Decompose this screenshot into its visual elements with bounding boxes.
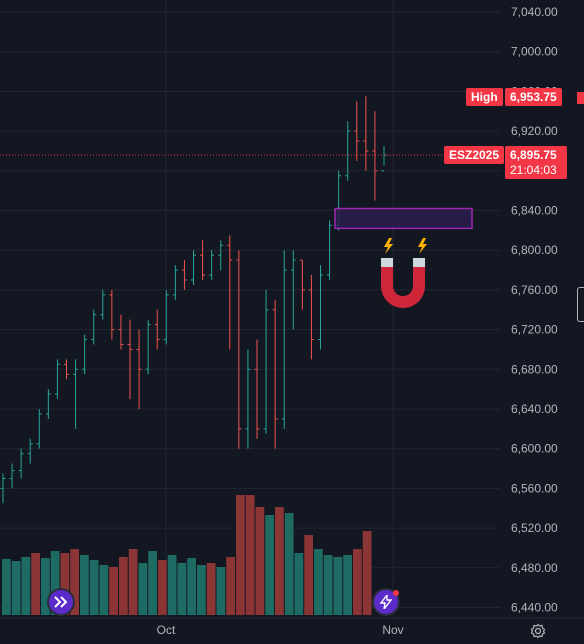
- volume-bar: [255, 507, 265, 615]
- candlesticks: [0, 96, 387, 504]
- price-tick-label: 6,920.00: [511, 124, 558, 138]
- fvg-rectangle: [334, 207, 473, 230]
- volume-bar: [216, 567, 226, 615]
- fast-forward-icon: [54, 596, 68, 608]
- volume-bar: [41, 558, 50, 615]
- volume-bar: [362, 531, 372, 615]
- volume-bar: [89, 560, 99, 615]
- volume-bar: [265, 515, 274, 615]
- volume-bar: [294, 553, 304, 615]
- replay-button[interactable]: [47, 588, 75, 616]
- time-axis[interactable]: Oct Nov: [157, 623, 404, 637]
- price-tick-label: 6,440.00: [511, 601, 558, 615]
- time-tick-label: Nov: [382, 623, 403, 637]
- notification-dot: [393, 590, 399, 596]
- volume-bar: [226, 557, 235, 615]
- volume-bar: [148, 551, 157, 615]
- fvg-zone[interactable]: [334, 207, 473, 230]
- volume-bar: [158, 560, 167, 615]
- volume-bar: [167, 555, 177, 615]
- volume-bar: [109, 567, 118, 615]
- volume-bar: [197, 565, 206, 615]
- price-tick-label: 6,760.00: [511, 283, 558, 297]
- volume-bar: [206, 563, 216, 615]
- high-value-badge: 6,953.75: [505, 88, 562, 106]
- volume-bar: [314, 549, 323, 615]
- volume-bar: [245, 495, 255, 615]
- time-tick-label: Oct: [157, 623, 176, 637]
- volume-bar: [31, 553, 40, 615]
- gear-icon: [530, 623, 546, 639]
- alert-button[interactable]: [372, 588, 400, 616]
- volume-bar: [80, 555, 89, 615]
- volume-bar: [2, 559, 11, 615]
- settings-button[interactable]: [529, 622, 547, 640]
- volume-bar: [11, 561, 21, 615]
- price-tick-label: 6,520.00: [511, 521, 558, 535]
- volume-bar: [177, 563, 187, 615]
- volume-bar: [333, 557, 343, 615]
- volume-bar: [236, 495, 245, 615]
- volume-bars: [2, 495, 372, 615]
- high-label-badge: High: [466, 88, 503, 106]
- price-tick-label: 7,000.00: [511, 45, 558, 59]
- volume-bar: [138, 563, 148, 615]
- volume-bar: [304, 535, 313, 615]
- volume-bar: [187, 558, 196, 615]
- price-tick-label: 6,560.00: [511, 481, 558, 495]
- lightning-icon: [380, 595, 392, 609]
- magnet-icon[interactable]: [381, 238, 427, 308]
- volume-bar: [353, 549, 362, 615]
- volume-bar: [275, 507, 284, 615]
- price-tick-label: 7,040.00: [511, 5, 558, 19]
- price-tick-label: 6,640.00: [511, 402, 558, 416]
- price-tick-label: 6,680.00: [511, 362, 558, 376]
- volume-bar: [323, 555, 333, 615]
- volume-bar: [284, 513, 294, 615]
- symbol-badge: ESZ2025: [444, 146, 505, 164]
- volume-bar: [21, 557, 31, 615]
- price-tick-label: 6,720.00: [511, 323, 558, 337]
- volume-bar: [128, 549, 138, 615]
- last-price-badge: 6,895.75 21:04:03: [505, 146, 567, 179]
- volume-bar: [119, 557, 128, 615]
- price-scale-handle[interactable]: [577, 287, 584, 322]
- high-value-edge-marker: [577, 92, 584, 104]
- price-tick-label: 6,800.00: [511, 243, 558, 257]
- volume-bar: [60, 553, 70, 615]
- price-tick-label: 6,840.00: [511, 204, 558, 218]
- volume-bar: [99, 565, 109, 615]
- price-tick-label: 6,600.00: [511, 442, 558, 456]
- last-price-value: 6,895.75: [510, 148, 557, 162]
- volume-bar: [343, 555, 352, 615]
- price-tick-label: 6,480.00: [511, 561, 558, 575]
- volume-bar: [70, 549, 79, 615]
- volume-bar: [50, 551, 60, 615]
- countdown-timer: 21:04:03: [510, 163, 557, 177]
